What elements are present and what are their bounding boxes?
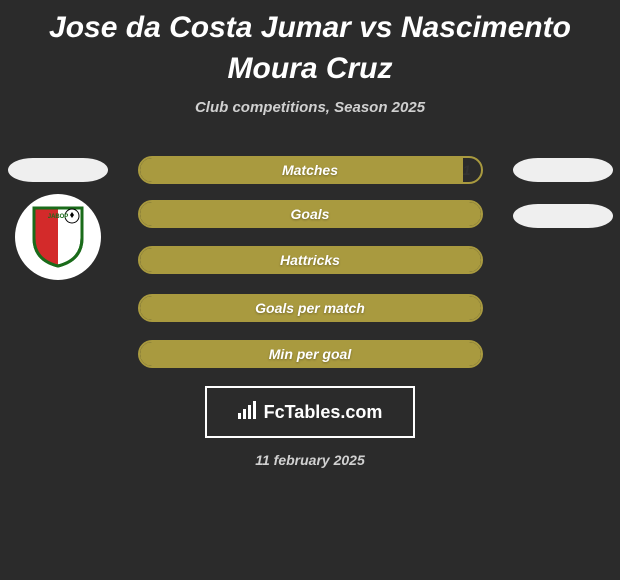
stat-pill: Min per goal (138, 340, 483, 368)
stat-label: Min per goal (269, 346, 351, 362)
stat-row-matches: Matches 1 (0, 156, 620, 184)
stats-column: Goals Hattricks (138, 200, 483, 274)
right-lozenge (513, 204, 613, 228)
footer-brand-text: FcTables.com (264, 402, 383, 423)
page-title: Jose da Costa Jumar vs Nascimento Moura … (0, 8, 620, 99)
stat-label: Matches (282, 162, 338, 178)
stat-pill: Matches 1 (138, 156, 483, 184)
club-badge: ЈАВОР (15, 194, 101, 280)
right-lozenge-empty (513, 246, 613, 270)
stat-pill: Goals per match (138, 294, 483, 322)
club-shield-icon: ЈАВОР (32, 206, 84, 268)
stat-row-goals: ЈАВОР Goals Hattricks (0, 194, 620, 280)
comparison-card: Jose da Costa Jumar vs Nascimento Moura … (0, 0, 620, 580)
right-lozenge-empty (513, 342, 613, 366)
stat-pill: Hattricks (138, 246, 483, 274)
stat-label: Goals per match (255, 300, 365, 316)
stat-label: Goals (291, 206, 330, 222)
right-side-col (513, 204, 613, 270)
chart-icon (238, 401, 258, 424)
date-text: 11 february 2025 (0, 452, 620, 468)
footer-brand-box: FcTables.com (205, 386, 415, 438)
stat-row-mpg: Min per goal (0, 340, 620, 368)
stat-value: 1 (463, 162, 471, 178)
subtitle: Club competitions, Season 2025 (0, 99, 620, 116)
svg-text:ЈАВОР: ЈАВОР (47, 214, 68, 220)
right-lozenge-empty (513, 296, 613, 320)
left-lozenge-empty (8, 296, 108, 320)
stat-row-gpm: Goals per match (0, 294, 620, 322)
left-club-badge-wrap: ЈАВОР (8, 194, 108, 280)
stat-label: Hattricks (280, 252, 340, 268)
left-lozenge (8, 158, 108, 182)
right-lozenge (513, 158, 613, 182)
stat-pill: Goals (138, 200, 483, 228)
left-lozenge-empty (8, 342, 108, 366)
